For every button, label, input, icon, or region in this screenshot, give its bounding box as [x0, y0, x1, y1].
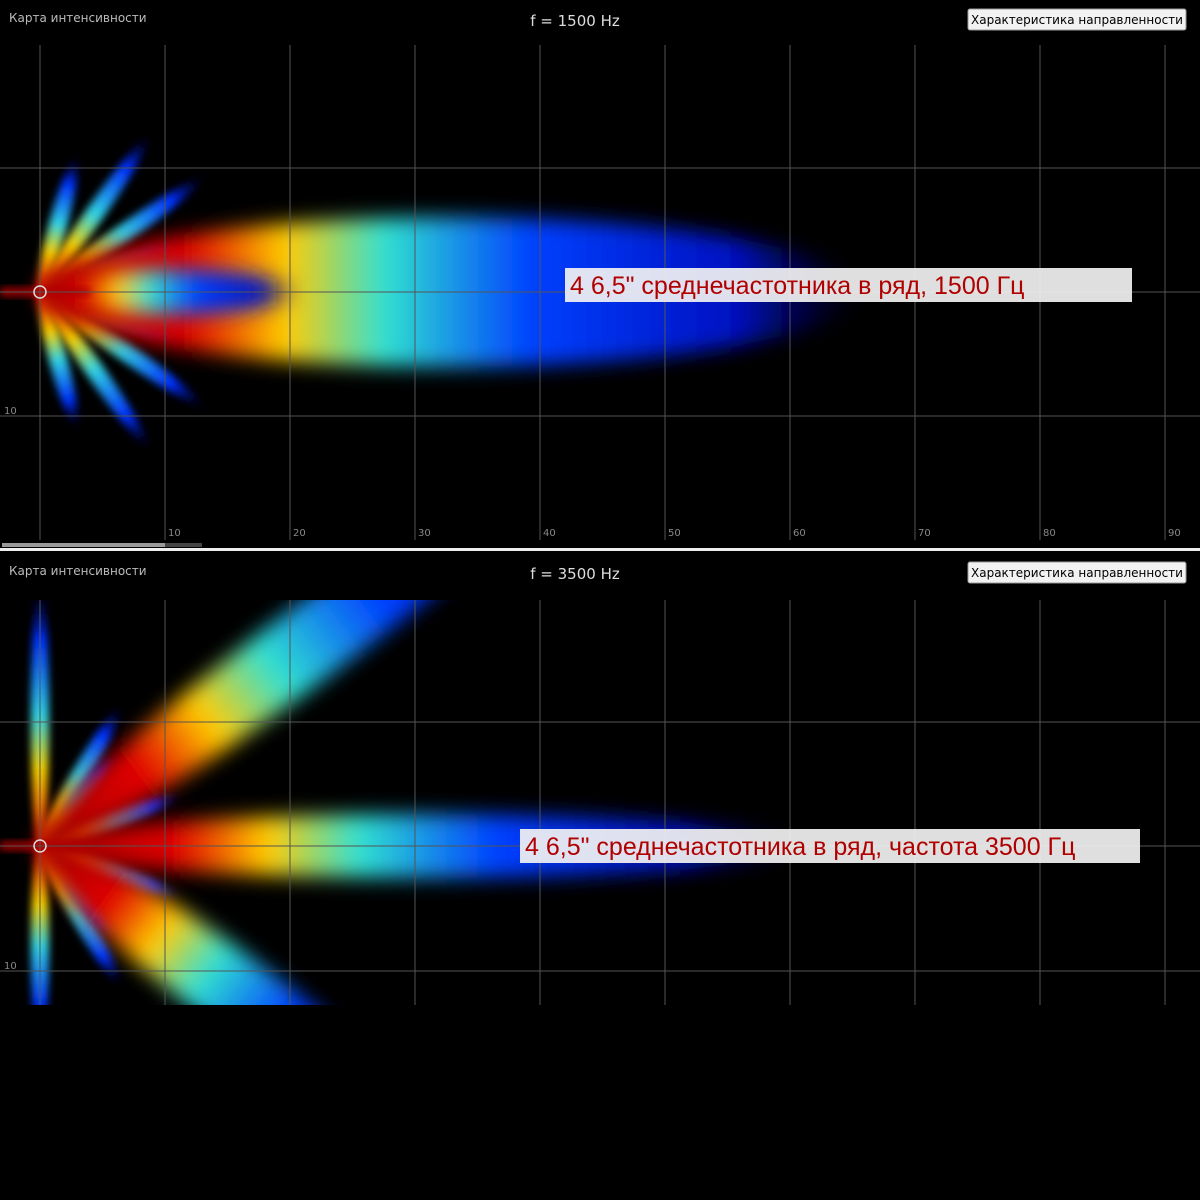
scrollbar-thumb [2, 543, 165, 547]
directivity-button[interactable]: Характеристика направленности [967, 561, 1187, 584]
directivity-button[interactable]: Характеристика направленности [967, 8, 1187, 31]
x-tick-label: 30 [418, 528, 431, 539]
panel-label: Карта интенсивности [9, 11, 147, 25]
main-beam [38, 842, 441, 1005]
intensity-map [0, 600, 800, 1005]
side-lobe [39, 291, 150, 448]
button-label[interactable]: Характеристика направленности [971, 13, 1183, 27]
y-tick-label: 10 [4, 406, 17, 417]
button-bg[interactable] [967, 561, 1187, 584]
x-tick-label: 60 [793, 528, 806, 539]
separator [0, 548, 1200, 551]
x-tick-label: 20 [293, 528, 306, 539]
annotation: 4 6,5" среднечастотника в ряд, частота 3… [525, 833, 1075, 861]
x-tick-label: 80 [1043, 528, 1056, 539]
x-tick-label: 50 [668, 528, 681, 539]
x-tick-label: 90 [1168, 528, 1181, 539]
panel: Карта интенсивности f = 1500 Hz Характерис… [0, 8, 1200, 547]
source-marker [33, 839, 47, 853]
annotation: 4 6,5" среднечастотника в ряд, 1500 Гц [570, 272, 1024, 300]
main-beam [39, 600, 600, 849]
side-lobe [39, 136, 150, 293]
annotation-box [565, 268, 1132, 302]
annotation-box [520, 829, 1140, 863]
button-label[interactable]: Характеристика направленности [971, 566, 1183, 580]
frequency-label: f = 3500 Hz [530, 565, 620, 583]
x-tick-label: 40 [543, 528, 556, 539]
source-marker [33, 285, 47, 299]
button-bg[interactable] [967, 8, 1187, 31]
side-lobe [38, 156, 79, 293]
frequency-label: f = 1500 Hz [530, 12, 620, 30]
panel: Карта интенсивности f = 3500 Hz Характерис… [0, 561, 1200, 1005]
y-tick-label: 10 [4, 961, 17, 972]
x-tick-label: 70 [918, 528, 931, 539]
x-tick-label: 10 [168, 528, 181, 539]
panel-label: Карта интенсивности [9, 564, 147, 578]
side-lobe [38, 291, 79, 428]
